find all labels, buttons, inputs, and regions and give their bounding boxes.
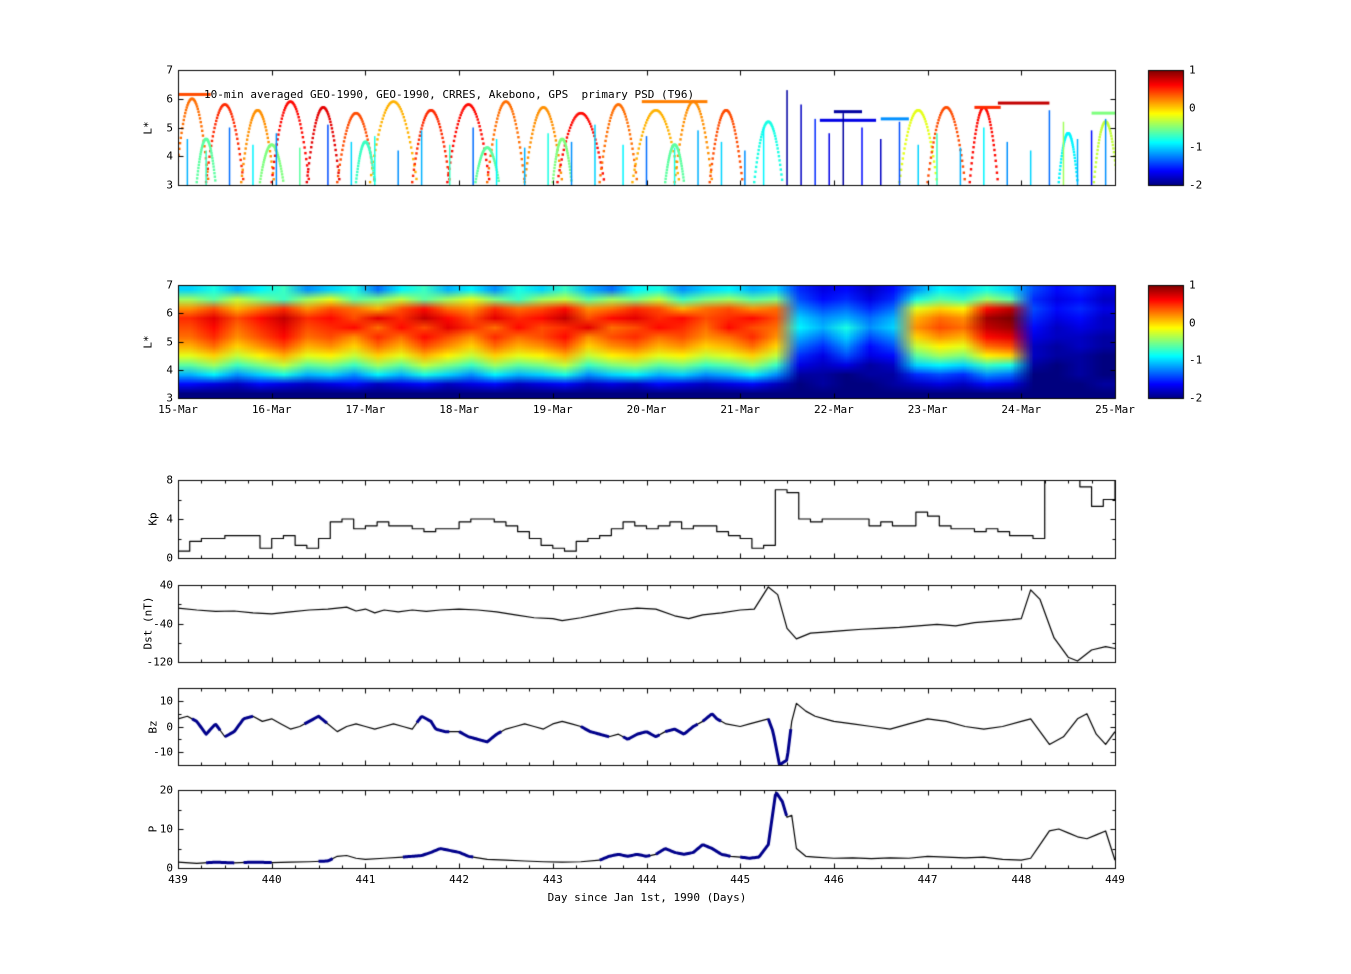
figure-canvas (0, 0, 1351, 974)
figure: 10-min averaged GEO-1990, GEO-1990, CRRE… (0, 0, 1351, 974)
